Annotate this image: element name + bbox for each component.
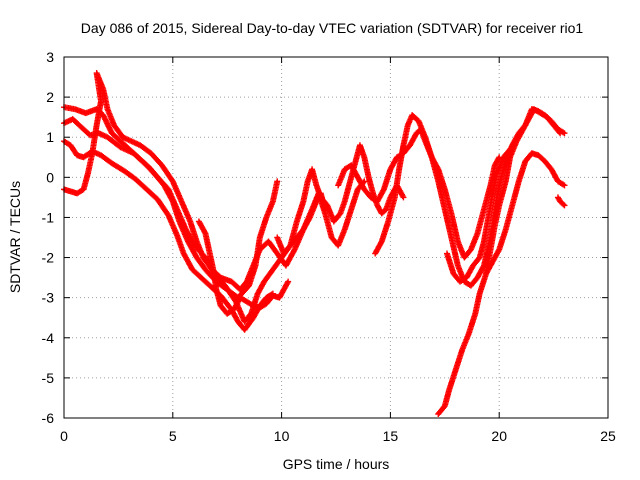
y-tick-label: -3 bbox=[42, 290, 55, 306]
series-sat-j bbox=[443, 142, 518, 285]
data-point bbox=[285, 278, 292, 285]
y-tick-label: -1 bbox=[42, 209, 55, 225]
y-axis-label: SDTVAR / TECUs bbox=[7, 181, 23, 293]
data-point bbox=[561, 202, 568, 209]
series-sat-k bbox=[483, 150, 568, 277]
x-tick-label: 15 bbox=[383, 428, 399, 444]
series-sat-l bbox=[554, 194, 568, 209]
grid bbox=[64, 57, 608, 418]
x-tick-label: 10 bbox=[274, 428, 290, 444]
x-axis-label: GPS time / hours bbox=[283, 456, 390, 472]
data-point bbox=[511, 142, 518, 149]
y-tick-label: -2 bbox=[42, 250, 55, 266]
data-point bbox=[510, 143, 517, 150]
series-sat-b bbox=[61, 116, 329, 325]
x-tick-label: 0 bbox=[60, 428, 68, 444]
data-point bbox=[557, 130, 564, 137]
y-tick-label: 3 bbox=[46, 49, 54, 65]
y-tick-label: -4 bbox=[42, 330, 55, 346]
chart-title: Day 086 of 2015, Sidereal Day-to-day VTE… bbox=[81, 20, 584, 36]
axis-ticks: 0 5 10 15 20 25 -6 -5 -4 -3 -2 -1 0 1 2 3 bbox=[42, 49, 616, 444]
y-tick-label: 2 bbox=[46, 89, 54, 105]
data-point bbox=[556, 129, 563, 136]
data-point bbox=[274, 178, 281, 185]
y-tick-label: 0 bbox=[46, 169, 54, 185]
series-sat-i bbox=[435, 106, 564, 417]
series-sat-c bbox=[61, 138, 276, 333]
y-tick-label: 1 bbox=[46, 129, 54, 145]
data-point bbox=[561, 182, 568, 189]
y-tick-label: -6 bbox=[42, 410, 55, 426]
data-points bbox=[61, 70, 568, 417]
plot-frame bbox=[63, 56, 609, 419]
data-point bbox=[400, 194, 407, 201]
series-sat-d bbox=[61, 70, 368, 293]
data-point bbox=[560, 201, 567, 208]
y-tick-label: -5 bbox=[42, 370, 55, 386]
x-tick-label: 5 bbox=[169, 428, 177, 444]
x-tick-label: 25 bbox=[600, 428, 616, 444]
x-tick-label: 20 bbox=[491, 428, 507, 444]
series-sat-e bbox=[195, 218, 292, 317]
